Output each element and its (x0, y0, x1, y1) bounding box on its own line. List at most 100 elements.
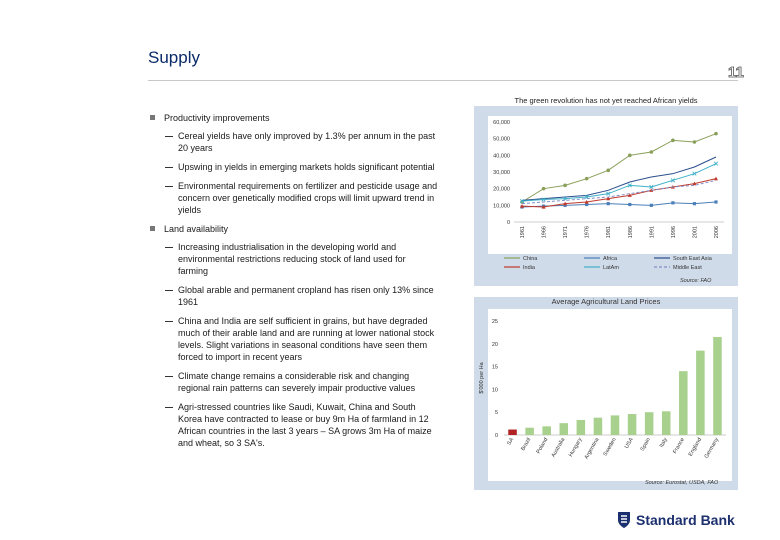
bar (593, 417, 603, 435)
bullet-list: Productivity improvements Cereal yields … (148, 112, 438, 456)
x-tick-label: 2006 (714, 226, 720, 238)
legend-label: Africa (603, 256, 618, 262)
shield-logo-icon (618, 512, 630, 528)
data-point (606, 196, 611, 201)
x-tick-label: Italy (659, 437, 669, 449)
data-point (692, 202, 697, 206)
x-tick-label: 1966 (542, 226, 548, 238)
x-tick-label: 2001 (692, 226, 698, 238)
data-point (671, 201, 675, 205)
sub-bullet: China and India are self sufficient in g… (148, 315, 438, 363)
bar (508, 429, 517, 435)
sub-bullet: Increasing industrialisation in the deve… (148, 241, 438, 277)
x-tick-label: 1981 (606, 226, 612, 238)
legend-label: South East Asia (673, 256, 713, 262)
legend-label: China (523, 256, 538, 262)
data-point (714, 200, 718, 204)
bar (713, 336, 722, 435)
y-tick-label: 0 (507, 220, 510, 226)
series-line (521, 133, 717, 203)
data-point (606, 168, 611, 173)
x-tick-label: 1996 (671, 226, 677, 238)
y-tick-label: 10,000 (493, 203, 510, 209)
data-point (649, 150, 654, 154)
data-point (649, 184, 654, 190)
bar (644, 412, 654, 435)
x-tick-label: 1961 (520, 226, 526, 238)
legend-label: India (523, 265, 536, 271)
bullet-productivity: Productivity improvements (148, 112, 438, 124)
y-tick-label: 0 (495, 433, 498, 439)
data-point (628, 202, 632, 207)
data-point (671, 138, 675, 143)
sub-bullet: Cereal yields have only improved by 1.3%… (148, 130, 438, 154)
bar (610, 415, 620, 435)
data-point (519, 199, 525, 204)
bar (661, 411, 671, 435)
x-tick-label: USA (624, 437, 635, 450)
data-point (562, 196, 568, 201)
y-tick-label: 15 (492, 365, 498, 371)
data-point (563, 203, 567, 207)
plot-background (488, 309, 732, 481)
data-point (670, 178, 676, 183)
data-point (627, 193, 632, 197)
bar (627, 414, 637, 435)
data-point (714, 176, 718, 181)
bar (559, 423, 569, 435)
bar (696, 350, 705, 435)
sub-bullet: Environmental requirements on fertilizer… (148, 180, 438, 216)
data-point (627, 153, 632, 158)
data-point (585, 202, 589, 207)
yields-chart-title: The green revolution has not yet reached… (514, 96, 698, 105)
data-point (563, 201, 568, 206)
legend-label: Middle East (673, 265, 702, 271)
yields-chart-source: Source: FAO (680, 278, 712, 284)
x-tick-label: SA (506, 437, 515, 447)
land-price-chart-panel: Average Agricultural Land Prices 0 5 10 15 20… (474, 297, 738, 490)
y-tick-label: 50,000 (493, 137, 510, 143)
standard-bank-logo: Standard Bank (617, 511, 735, 529)
brand-name: Standard Bank (636, 512, 735, 528)
header-rule (148, 80, 738, 81)
y-tick-label: 25 (492, 319, 498, 325)
data-point (692, 181, 697, 186)
y-tick-label: 60,000 (493, 120, 510, 126)
y-tick-label: 40,000 (493, 153, 510, 159)
sub-bullet: Agri-stressed countries like Saudi, Kuwa… (148, 401, 438, 449)
series-line (521, 178, 717, 208)
y-tick-label: 10 (492, 387, 498, 393)
series-line (521, 156, 717, 201)
bar (525, 427, 534, 435)
data-point (606, 191, 611, 196)
y-tick-label: 5 (495, 410, 498, 416)
data-point (713, 161, 719, 166)
sub-bullet: Climate change remains a considerable ri… (148, 370, 438, 394)
bar-chart-title: Average Agricultural Land Prices (552, 297, 661, 306)
data-point (714, 131, 718, 136)
bar (576, 419, 586, 435)
data-point (584, 200, 589, 204)
data-point (541, 186, 546, 191)
land-price-chart-source: Source: Eurostat, USDA, FAO (645, 480, 719, 486)
land-price-bar-chart: Average Agricultural Land Prices 0 5 10 15 20… (479, 297, 732, 481)
bullet-land-availability: Land availability (148, 223, 438, 235)
page-title: Supply (148, 48, 200, 67)
page-number: 11 (728, 64, 745, 82)
sub-bullet: Global arable and permanent cropland has… (148, 284, 438, 308)
series-line (521, 179, 717, 205)
y-axis-label: $'000 per Ha (479, 361, 485, 393)
y-tick-label: 20,000 (493, 187, 510, 193)
y-tick-label: 30,000 (493, 170, 510, 176)
bar (542, 426, 551, 435)
yields-line-chart: 0 10,000 20,000 30,000 40,000 50,000 60,000 196… (488, 116, 732, 271)
data-point (606, 202, 610, 206)
data-point (692, 140, 697, 144)
data-point (563, 183, 567, 188)
x-tick-label: 1986 (628, 226, 634, 238)
x-tick-label: 1991 (649, 226, 655, 238)
y-tick-label: 20 (492, 342, 498, 348)
x-tick-label: 1971 (563, 226, 569, 238)
yields-chart-panel: 0 10,000 20,000 30,000 40,000 50,000 60,000 196… (474, 106, 738, 286)
sub-bullet: Upswing in yields in emerging markets ho… (148, 161, 438, 173)
